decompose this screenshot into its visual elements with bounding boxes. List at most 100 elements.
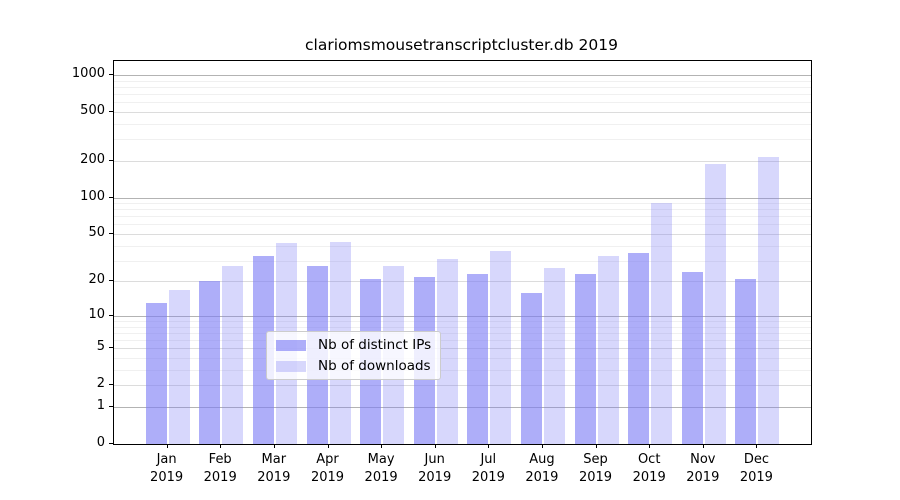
- gridline-minor: [114, 86, 811, 88]
- bar-downloads-jul: [490, 251, 512, 444]
- xtick-mark-mar: [273, 444, 275, 448]
- xtick-mark-jun: [434, 444, 436, 448]
- gridline-minor: [114, 203, 811, 205]
- bar-downloads-aug: [543, 268, 565, 444]
- bar-downloads-feb: [222, 266, 244, 444]
- xtick-mark-apr: [327, 444, 329, 448]
- gridline-major: [114, 197, 811, 199]
- ytick-mark-200: [109, 159, 113, 161]
- legend-swatch-distinct-ips: [276, 339, 306, 351]
- gridline-mid: [114, 385, 811, 387]
- legend-swatch-downloads: [276, 360, 306, 372]
- gridline-minor: [114, 326, 811, 328]
- xtick-label-dec: Dec 2019: [739, 452, 773, 485]
- xtick-label-apr: Apr 2019: [310, 452, 345, 485]
- bar-ips-mar: [252, 255, 274, 444]
- xtick-label-nov: Nov 2019: [686, 452, 720, 485]
- chart-title: clariomsmousetranscriptcluster.db 2019: [305, 36, 618, 54]
- ytick-mark-1000: [109, 74, 113, 75]
- xtick-label-mar: Mar 2019: [257, 452, 291, 485]
- ytick-mark-20: [109, 280, 113, 282]
- ytick-label-1: 1: [96, 398, 105, 413]
- bar-ips-nov: [681, 272, 703, 444]
- ytick-label-200: 200: [80, 151, 105, 167]
- gridline-minor: [114, 245, 811, 247]
- xtick-label-jan: Jan 2019: [150, 452, 184, 485]
- xtick-label-jun: Jun 2019: [418, 452, 452, 485]
- gridline-minor: [114, 224, 811, 226]
- ytick-label-0: 0: [96, 435, 105, 450]
- ytick-mark-5: [109, 347, 113, 349]
- legend-item-distinct-ips: Nb of distinct IPs: [276, 337, 431, 353]
- bar-downloads-dec: [758, 156, 780, 444]
- gridline-minor: [114, 260, 811, 262]
- xtick-label-oct: Oct 2019: [632, 452, 666, 485]
- ytick-mark-10: [109, 314, 113, 316]
- xtick-label-feb: Feb 2019: [203, 452, 237, 485]
- bar-downloads-nov: [704, 163, 726, 444]
- ytick-label-20: 20: [88, 272, 105, 288]
- xtick-mark-nov: [702, 444, 704, 448]
- xtick-mark-may: [381, 444, 383, 448]
- gridline-major: [114, 315, 811, 317]
- ytick-label-10: 10: [88, 306, 105, 322]
- ytick-mark-1: [109, 406, 113, 407]
- bar-ips-oct: [628, 252, 650, 444]
- gridline-major: [114, 407, 811, 408]
- gridline-minor: [114, 102, 811, 104]
- bar-ips-feb: [199, 281, 221, 444]
- ytick-label-5: 5: [96, 339, 105, 355]
- gridline-major: [114, 75, 811, 76]
- xtick-mark-jul: [488, 444, 490, 448]
- xtick-mark-sep: [595, 444, 597, 448]
- ytick-label-500: 500: [80, 103, 105, 118]
- gridline-mid: [114, 112, 811, 113]
- gridline-minor: [114, 216, 811, 218]
- ytick-label-1000: 1000: [71, 66, 105, 81]
- ytick-mark-2: [109, 384, 113, 386]
- xtick-label-jul: Jul 2019: [471, 452, 505, 485]
- bar-ips-sep: [574, 274, 596, 444]
- bar-ips-aug: [520, 292, 542, 444]
- xtick-label-may: May 2019: [364, 452, 398, 485]
- gridline-mid: [114, 160, 811, 162]
- xtick-mark-dec: [756, 444, 758, 448]
- xtick-mark-oct: [649, 444, 651, 448]
- ytick-mark-100: [109, 196, 113, 198]
- xtick-mark-jan: [166, 444, 168, 448]
- bar-downloads-jan: [168, 289, 190, 444]
- legend: Nb of distinct IPs Nb of downloads: [266, 331, 442, 380]
- gridline-mid: [114, 281, 811, 283]
- legend-item-downloads: Nb of downloads: [276, 358, 431, 374]
- bar-ips-jul: [467, 274, 489, 444]
- ytick-mark-500: [109, 111, 113, 112]
- gridline-mid: [114, 348, 811, 350]
- gridline-minor: [114, 80, 811, 82]
- legend-label-downloads: Nb of downloads: [318, 358, 431, 374]
- bar-ips-jan: [145, 303, 167, 444]
- bar-ips-dec: [735, 278, 757, 444]
- gridline-minor: [114, 340, 811, 342]
- gridline-minor: [114, 94, 811, 95]
- gridline-mid: [114, 234, 811, 235]
- gridline-minor: [114, 321, 811, 322]
- gridline-minor: [114, 370, 811, 371]
- plot-area: [113, 60, 812, 445]
- gridline-minor: [114, 209, 811, 211]
- gridline-minor: [114, 139, 811, 141]
- gridline-minor: [114, 358, 811, 359]
- xtick-label-aug: Aug 2019: [525, 452, 559, 485]
- ytick-label-50: 50: [88, 225, 105, 240]
- xtick-mark-aug: [541, 444, 543, 448]
- bar-downloads-sep: [597, 255, 619, 444]
- ytick-mark-50: [109, 233, 113, 234]
- legend-label-distinct-ips: Nb of distinct IPs: [318, 337, 432, 353]
- bar-downloads-jun: [436, 258, 458, 444]
- ytick-label-100: 100: [80, 188, 105, 204]
- ytick-label-2: 2: [96, 376, 105, 392]
- gridline-minor: [114, 123, 811, 125]
- xtick-label-sep: Sep 2019: [578, 452, 613, 485]
- gridline-minor: [114, 332, 811, 334]
- bar-downloads-oct: [651, 203, 673, 444]
